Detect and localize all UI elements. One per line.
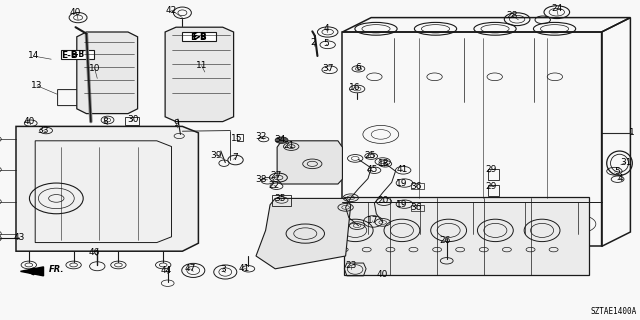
Polygon shape — [344, 197, 589, 275]
Text: 20: 20 — [377, 196, 388, 205]
Bar — [272, 195, 291, 206]
Text: 22: 22 — [268, 181, 280, 190]
Polygon shape — [277, 141, 342, 184]
Text: 31: 31 — [620, 158, 632, 167]
Polygon shape — [77, 32, 138, 114]
Text: 47: 47 — [185, 264, 196, 273]
Text: E-B: E-B — [61, 52, 77, 60]
Text: 27: 27 — [271, 171, 282, 180]
Text: 6: 6 — [356, 63, 361, 72]
Polygon shape — [16, 126, 198, 251]
Bar — [488, 185, 499, 196]
Text: 29: 29 — [486, 165, 497, 174]
Text: 19: 19 — [396, 179, 408, 188]
Text: 26: 26 — [439, 236, 451, 245]
Ellipse shape — [275, 137, 288, 143]
Text: 4: 4 — [618, 174, 623, 183]
Text: 23: 23 — [345, 261, 356, 270]
Text: 4: 4 — [324, 24, 329, 33]
Bar — [411, 183, 424, 189]
Polygon shape — [20, 267, 44, 276]
Text: 42: 42 — [166, 6, 177, 15]
Bar — [125, 117, 139, 125]
Text: 40: 40 — [23, 117, 35, 126]
Text: 36: 36 — [410, 204, 422, 212]
Text: E-B: E-B — [192, 32, 206, 41]
Text: 43: 43 — [13, 233, 25, 242]
Text: 7: 7 — [233, 153, 238, 162]
Text: 16: 16 — [349, 84, 361, 92]
Text: 21: 21 — [284, 141, 295, 150]
Text: 35: 35 — [275, 194, 286, 203]
Text: 33: 33 — [38, 126, 49, 135]
Text: 19: 19 — [396, 200, 408, 209]
Text: 3: 3 — [220, 265, 225, 274]
Text: 17: 17 — [367, 216, 378, 225]
Text: 37: 37 — [322, 64, 333, 73]
Text: E-B: E-B — [70, 50, 84, 59]
Text: 9: 9 — [173, 119, 179, 128]
Text: 30: 30 — [127, 116, 139, 124]
Text: 38: 38 — [255, 175, 267, 184]
Bar — [61, 50, 94, 59]
Text: 24: 24 — [551, 4, 563, 13]
Bar — [488, 169, 499, 180]
Text: 41: 41 — [239, 264, 250, 273]
Text: 13: 13 — [31, 81, 43, 90]
Text: 2: 2 — [311, 38, 316, 47]
Text: 32: 32 — [255, 132, 267, 141]
Text: 15: 15 — [231, 134, 243, 143]
Text: 36: 36 — [410, 182, 422, 191]
Bar — [237, 134, 243, 141]
Text: SZTAE1400A: SZTAE1400A — [591, 307, 637, 316]
Bar — [411, 205, 424, 211]
Text: 40: 40 — [70, 8, 81, 17]
Text: 1: 1 — [630, 128, 635, 137]
Text: 44: 44 — [161, 266, 172, 275]
Text: 29: 29 — [486, 182, 497, 191]
Text: E-B: E-B — [190, 33, 207, 42]
Text: FR.: FR. — [49, 265, 64, 274]
Text: 25: 25 — [364, 151, 376, 160]
Polygon shape — [256, 198, 351, 269]
Text: 8: 8 — [102, 117, 108, 126]
Text: 40: 40 — [377, 270, 388, 279]
Text: 28: 28 — [506, 11, 518, 20]
Text: 11: 11 — [196, 61, 207, 70]
Text: 34: 34 — [275, 135, 286, 144]
Text: 14: 14 — [28, 52, 39, 60]
Text: 10: 10 — [89, 64, 100, 73]
Text: 45: 45 — [367, 165, 378, 174]
Bar — [182, 32, 216, 41]
Text: 41: 41 — [396, 165, 408, 174]
Text: 5: 5 — [615, 167, 620, 176]
Text: 18: 18 — [378, 159, 390, 168]
Text: 5: 5 — [324, 39, 329, 48]
Polygon shape — [165, 27, 234, 122]
Text: 39: 39 — [211, 151, 222, 160]
Text: 46: 46 — [89, 248, 100, 257]
